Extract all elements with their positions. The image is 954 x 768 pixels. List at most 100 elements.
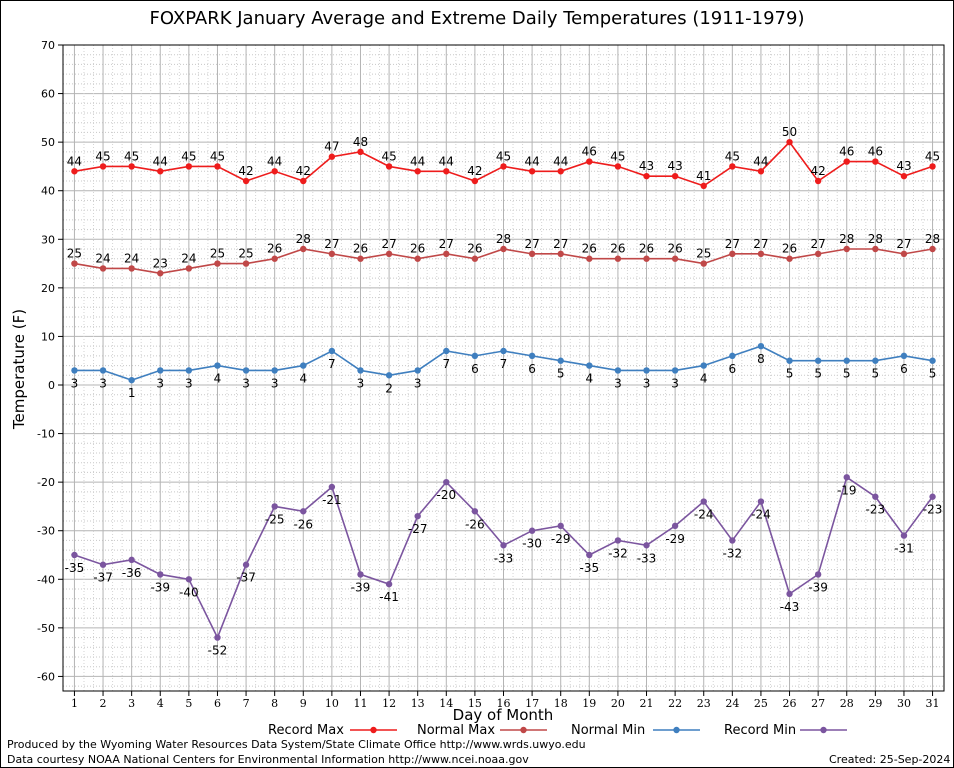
normal-max-data-label: 27 xyxy=(439,237,454,251)
record-max-point xyxy=(814,177,822,185)
normal-max-point xyxy=(786,255,793,262)
record-max-data-label: 45 xyxy=(725,149,740,163)
normal-min-point xyxy=(214,362,221,369)
record-max-point xyxy=(157,168,164,175)
normal-max-point xyxy=(729,250,736,258)
normal-min-point xyxy=(385,372,393,379)
record-min-point xyxy=(157,571,164,578)
record-max-data-label: 44 xyxy=(439,154,454,168)
record-max-data-label: 45 xyxy=(210,149,225,163)
normal-min-point xyxy=(786,357,793,364)
record-max-point xyxy=(872,158,879,165)
record-max-point xyxy=(185,163,193,170)
normal-max-data-label: 25 xyxy=(67,247,82,261)
record-min-data-label: -43 xyxy=(780,600,800,614)
record-min-point xyxy=(729,537,736,544)
normal-min-point xyxy=(71,367,78,374)
normal-min-data-label: 4 xyxy=(214,372,222,386)
normal-max-data-label: 27 xyxy=(753,237,768,251)
y-tick-label: -40 xyxy=(37,573,55,586)
record-max-data-label: 47 xyxy=(324,140,339,154)
record-min-point xyxy=(99,561,107,568)
record-max-point xyxy=(500,163,507,170)
record-max-data-label: 46 xyxy=(868,145,883,159)
record-max-point xyxy=(414,168,421,175)
footer-credit-noaa: Data courtesy NOAA National Centers for … xyxy=(7,753,529,766)
normal-max-data-label: 27 xyxy=(553,237,568,251)
normal-min-data-label: 6 xyxy=(729,362,737,376)
x-tick-label: 7 xyxy=(243,697,250,710)
normal-min-point xyxy=(643,367,650,374)
normal-max-point xyxy=(757,250,765,258)
record-max-point xyxy=(528,168,536,175)
normal-min-point xyxy=(500,347,507,355)
legend-marker-record-max xyxy=(370,726,377,734)
record-min-point xyxy=(528,527,536,534)
record-min-data-label: -33 xyxy=(637,551,657,565)
normal-min-data-label: 5 xyxy=(557,367,565,381)
normal-min-point xyxy=(99,367,107,374)
record-min-point xyxy=(757,498,765,505)
x-tick-label: 19 xyxy=(582,697,596,710)
y-tick-label: 40 xyxy=(41,185,55,198)
normal-max-data-label: 26 xyxy=(782,242,797,256)
normal-max-point xyxy=(557,250,564,258)
normal-min-point xyxy=(586,362,593,369)
footer-credit-wrds: Produced by the Wyoming Water Resources … xyxy=(7,738,586,751)
record-max-point xyxy=(385,163,393,170)
x-tick-label: 30 xyxy=(897,697,911,710)
normal-max-data-label: 28 xyxy=(839,232,854,246)
legend-label-record-min: Record Min xyxy=(724,723,796,738)
record-min-point xyxy=(614,537,622,544)
legend-marker-normal-max xyxy=(520,726,527,734)
record-min-data-label: -29 xyxy=(551,532,571,546)
record-max-point xyxy=(214,163,221,170)
record-min-point xyxy=(643,542,650,549)
normal-max-point xyxy=(99,265,107,272)
normal-min-point xyxy=(900,352,908,360)
record-max-data-label: 46 xyxy=(582,145,597,159)
normal-max-point xyxy=(643,255,650,262)
record-min-data-label: -35 xyxy=(580,561,600,575)
record-min-data-label: -19 xyxy=(837,483,857,497)
y-tick-label: -30 xyxy=(37,525,55,538)
record-min-data-label: -52 xyxy=(208,644,228,658)
normal-max-point xyxy=(443,250,450,258)
x-tick-label: 21 xyxy=(640,697,654,710)
normal-min-data-label: 3 xyxy=(414,376,422,390)
record-min-point xyxy=(128,556,135,564)
record-min-data-label: -26 xyxy=(465,517,485,531)
record-max-point xyxy=(271,168,278,175)
record-max-point xyxy=(643,172,650,180)
record-min-point xyxy=(71,551,78,559)
y-tick-label: -60 xyxy=(37,670,55,683)
normal-max-data-label: 26 xyxy=(667,242,682,256)
record-max-data-label: 43 xyxy=(667,159,682,173)
normal-min-data-label: 4 xyxy=(299,372,307,386)
normal-min-point xyxy=(128,376,135,384)
record-max-data-label: 41 xyxy=(696,169,711,183)
record-min-point xyxy=(786,590,793,598)
record-min-data-label: -31 xyxy=(894,542,914,556)
normal-max-point xyxy=(328,250,336,258)
normal-max-point xyxy=(357,255,364,262)
normal-min-point xyxy=(328,347,336,355)
record-max-data-label: 44 xyxy=(267,154,282,168)
record-min-data-label: -36 xyxy=(122,566,142,580)
record-min-data-label: -23 xyxy=(923,503,943,517)
record-max-data-label: 48 xyxy=(353,135,368,149)
record-max-data-label: 43 xyxy=(896,159,911,173)
normal-min-data-label: 5 xyxy=(814,367,822,381)
record-min-point xyxy=(872,493,879,500)
normal-min-point xyxy=(700,362,707,369)
record-min-data-label: -33 xyxy=(494,551,514,565)
normal-min-data-label: 4 xyxy=(700,372,708,386)
normal-max-data-label: 23 xyxy=(153,256,168,270)
normal-min-point xyxy=(757,342,765,350)
record-max-data-label: 45 xyxy=(610,149,625,163)
record-min-point xyxy=(500,542,507,549)
record-min-data-label: -39 xyxy=(351,580,371,594)
record-min-data-label: -24 xyxy=(694,508,714,522)
